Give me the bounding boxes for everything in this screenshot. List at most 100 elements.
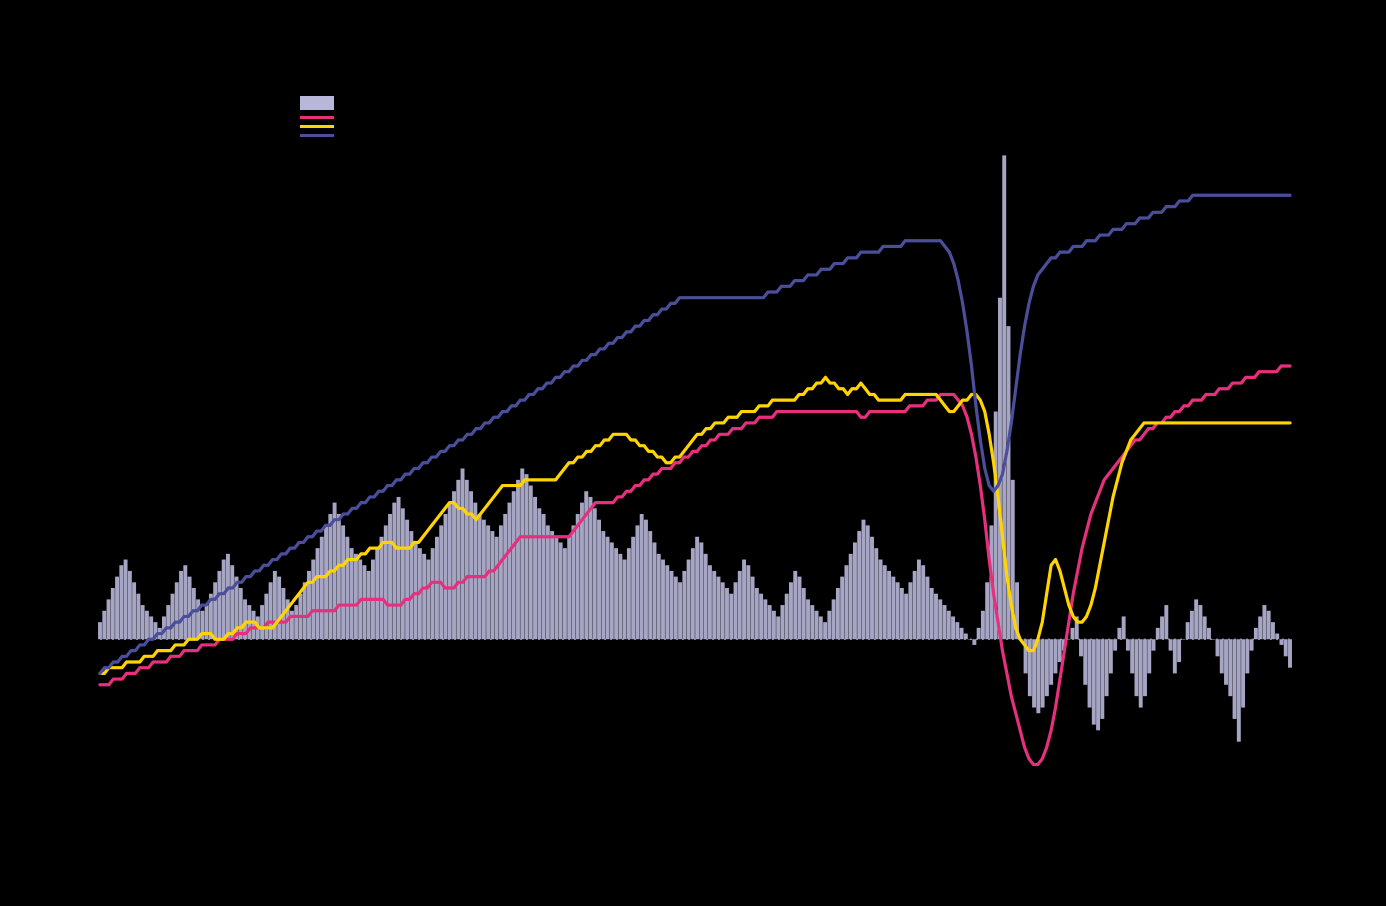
bar — [1139, 639, 1143, 707]
bar — [405, 520, 409, 640]
bar — [217, 571, 221, 639]
bar — [1045, 639, 1049, 696]
bar — [149, 616, 153, 639]
bar — [896, 582, 900, 639]
bar — [921, 565, 925, 639]
bar — [606, 537, 610, 639]
bar — [985, 582, 989, 639]
bar — [793, 571, 797, 639]
bar — [810, 605, 814, 639]
bar — [1258, 616, 1262, 639]
bar — [111, 588, 115, 639]
bar — [934, 594, 938, 640]
bar — [1233, 639, 1237, 719]
bar — [277, 577, 281, 640]
bar — [913, 571, 917, 639]
legend-line-icon — [300, 125, 334, 128]
bar — [695, 537, 699, 639]
bar — [362, 565, 366, 639]
bar — [542, 514, 546, 639]
bar — [926, 577, 930, 640]
bar — [627, 548, 631, 639]
bar — [260, 605, 264, 639]
bar — [734, 582, 738, 639]
bar — [823, 622, 827, 639]
bar — [529, 486, 533, 640]
bar — [635, 525, 639, 639]
bar — [874, 548, 878, 639]
bar — [1041, 639, 1045, 707]
bar — [1088, 639, 1092, 707]
bar — [537, 508, 541, 639]
bar — [904, 594, 908, 640]
bar — [1117, 628, 1121, 639]
bar — [1186, 622, 1190, 639]
bar — [388, 514, 392, 639]
bar — [375, 548, 379, 639]
bar — [414, 542, 418, 639]
bar — [1049, 639, 1053, 685]
bar — [1164, 605, 1168, 639]
bar — [1109, 639, 1113, 673]
bar — [456, 480, 460, 639]
bar — [1203, 616, 1207, 639]
bar — [482, 520, 486, 640]
bar — [503, 514, 507, 639]
bar — [704, 554, 708, 639]
bar — [1126, 639, 1130, 650]
bar — [947, 611, 951, 639]
bar — [601, 531, 605, 639]
bar — [431, 548, 435, 639]
bar — [345, 537, 349, 639]
bar — [320, 537, 324, 639]
bar — [490, 531, 494, 639]
bar — [964, 634, 968, 640]
bar — [1092, 639, 1096, 724]
bar — [1284, 639, 1288, 656]
legend-item-2 — [300, 125, 344, 128]
bar — [350, 548, 354, 639]
bar — [316, 548, 320, 639]
bar — [264, 594, 268, 640]
legend-line-icon — [300, 116, 334, 119]
bar — [222, 560, 226, 640]
bar — [367, 571, 371, 639]
legend-item-3 — [300, 134, 344, 137]
bar — [1216, 639, 1220, 656]
bar — [870, 537, 874, 639]
bar — [1220, 639, 1224, 673]
bar — [1288, 639, 1292, 667]
bar — [930, 588, 934, 639]
bar — [435, 537, 439, 639]
bar — [972, 639, 976, 645]
bar — [1169, 639, 1173, 650]
bar — [827, 611, 831, 639]
bar — [102, 611, 106, 639]
bar — [938, 599, 942, 639]
bar — [768, 605, 772, 639]
bar — [1280, 639, 1284, 645]
bar — [171, 594, 175, 640]
bar — [900, 588, 904, 639]
legend — [300, 96, 344, 137]
bar — [576, 514, 580, 639]
bar — [802, 588, 806, 639]
bar — [699, 542, 703, 639]
bar — [567, 537, 571, 639]
bar — [1190, 611, 1194, 639]
bar — [533, 497, 537, 639]
bar — [1245, 639, 1249, 673]
bar — [618, 554, 622, 639]
legend-swatch — [300, 96, 334, 110]
bar — [631, 537, 635, 639]
bar — [746, 565, 750, 639]
bar — [546, 525, 550, 639]
bar — [1275, 634, 1279, 640]
bar — [623, 560, 627, 640]
bar — [1071, 628, 1075, 639]
bar — [98, 622, 102, 639]
bar — [166, 605, 170, 639]
bar — [849, 554, 853, 639]
bar — [780, 605, 784, 639]
bar — [426, 560, 430, 640]
